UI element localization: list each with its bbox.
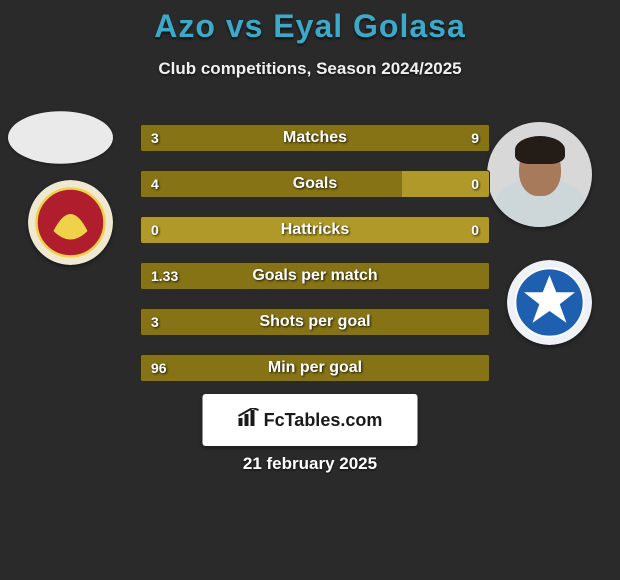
- stat-label: Goals: [141, 171, 489, 197]
- stat-value-left: 3: [151, 309, 159, 335]
- stat-label: Hattricks: [141, 217, 489, 243]
- stat-label: Min per goal: [141, 355, 489, 381]
- chart-icon: [238, 408, 260, 432]
- stat-row: Min per goal96: [140, 354, 490, 382]
- stat-value-right: 0: [471, 217, 479, 243]
- stat-row: Shots per goal3: [140, 308, 490, 336]
- club-right-logo: [507, 260, 592, 345]
- stat-label: Goals per match: [141, 263, 489, 289]
- stat-label: Shots per goal: [141, 309, 489, 335]
- club-left-logo: [28, 180, 113, 265]
- stat-row: Hattricks0 0: [140, 216, 490, 244]
- stat-value-right: 0: [471, 171, 479, 197]
- page-subtitle: Club competitions, Season 2024/2025: [0, 59, 620, 79]
- stat-row: Goals per match1.33: [140, 262, 490, 290]
- footer-brand-text: FcTables.com: [264, 410, 383, 431]
- page-title: Azo vs Eyal Golasa: [0, 0, 620, 45]
- footer-brand-box: FcTables.com: [203, 394, 418, 446]
- stat-row: Goals4 0: [140, 170, 490, 198]
- player-left-avatar: [8, 111, 113, 164]
- date-text: 21 february 2025: [0, 454, 620, 474]
- player-right-avatar: [487, 122, 592, 227]
- stat-value-left: 4: [151, 171, 159, 197]
- stat-row: Matches3 9: [140, 124, 490, 152]
- stat-value-left: 0: [151, 217, 159, 243]
- stats-bars: Matches39Goals40Hattricks00Goals per mat…: [140, 124, 490, 400]
- stat-value-left: 96: [151, 355, 167, 381]
- stat-value-left: 1.33: [151, 263, 178, 289]
- stat-value-right: 9: [471, 125, 479, 151]
- stat-value-left: 3: [151, 125, 159, 151]
- stat-label: Matches: [141, 125, 489, 151]
